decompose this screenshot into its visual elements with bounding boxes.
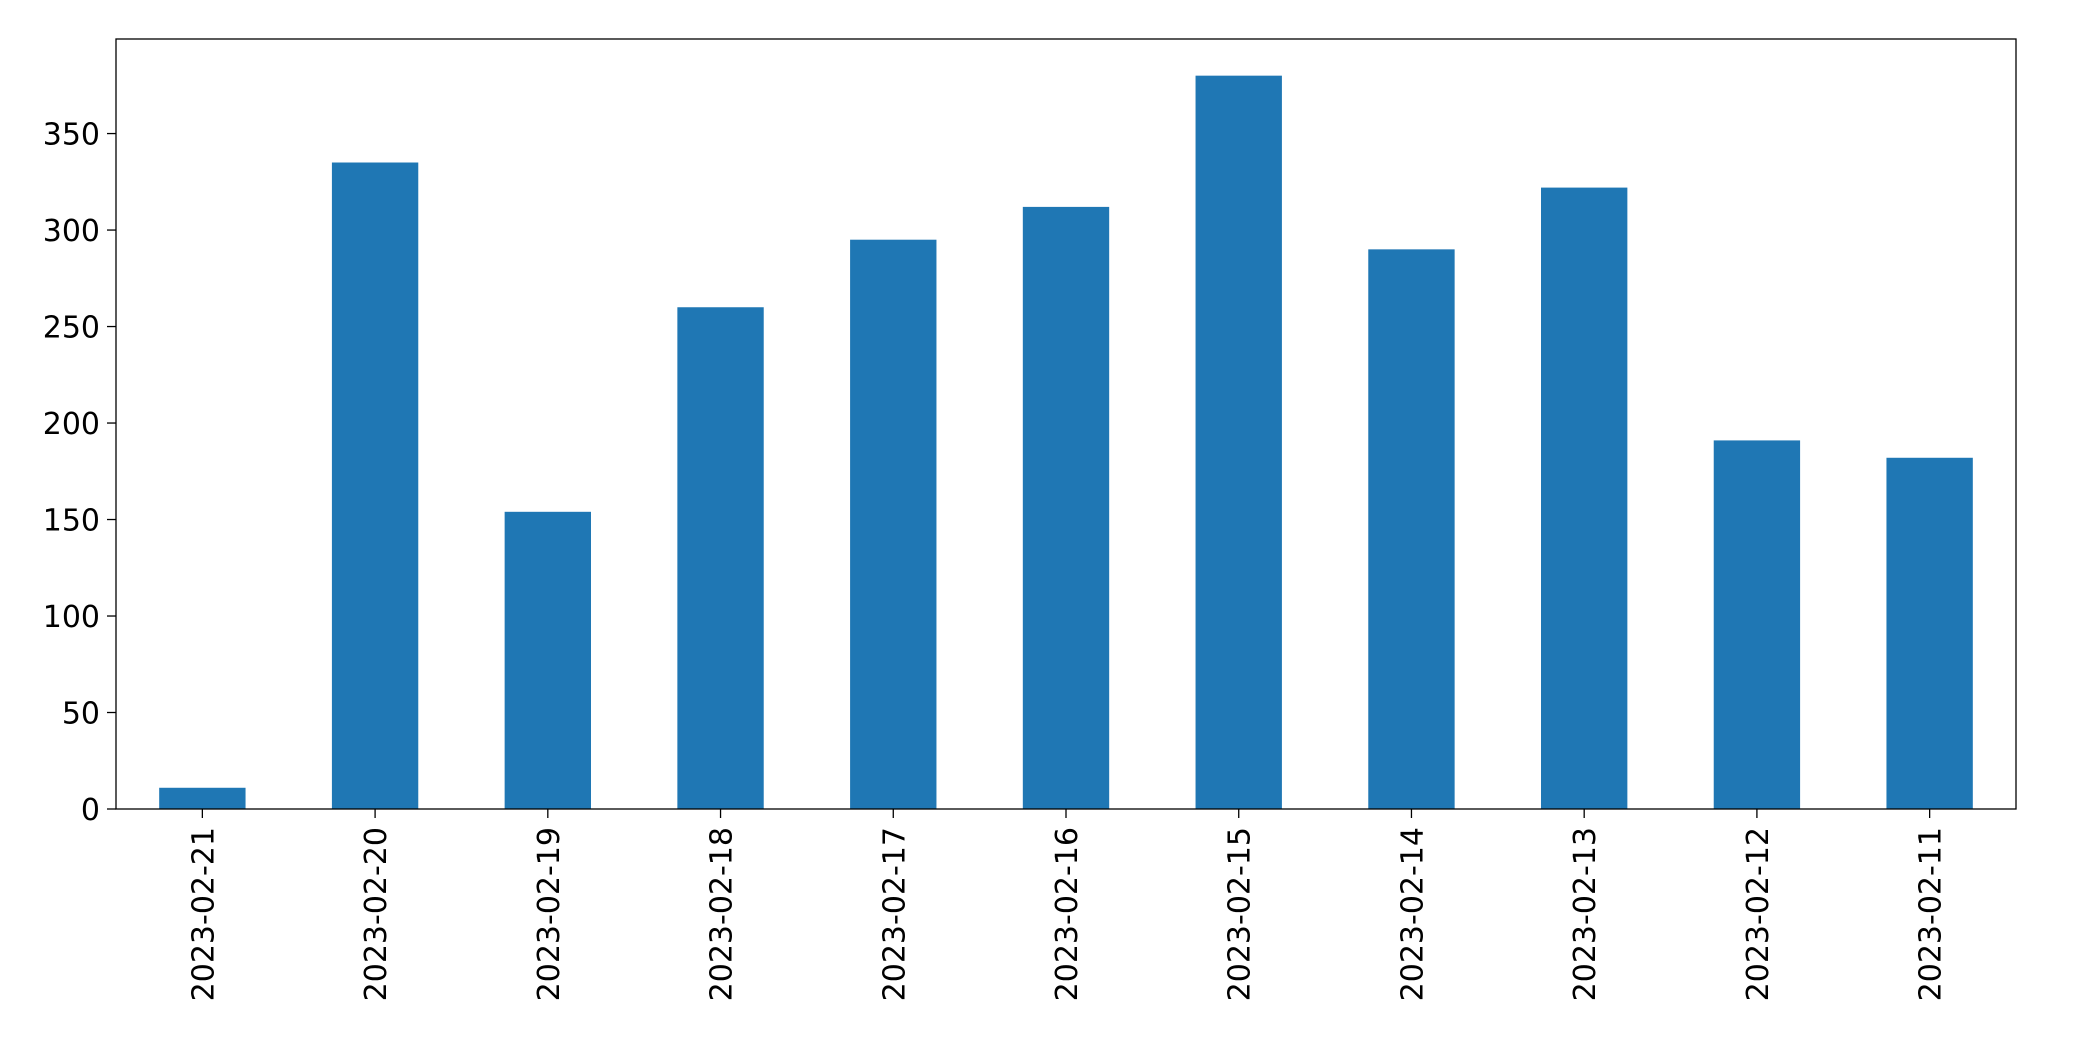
bar — [1195, 75, 1282, 809]
x-tick-label: 2023-02-17 — [877, 827, 912, 1001]
y-tick-label: 150 — [43, 504, 100, 539]
x-tick-label: 2023-02-11 — [1914, 827, 1949, 1001]
y-tick-label: 350 — [43, 118, 100, 153]
y-tick-label: 200 — [43, 407, 100, 442]
x-tick-label: 2023-02-14 — [1395, 827, 1430, 1001]
y-tick-label: 250 — [43, 311, 100, 346]
bar — [1886, 457, 1973, 809]
bar — [1541, 187, 1628, 809]
bar — [677, 307, 764, 809]
y-tick-label: 300 — [43, 214, 100, 249]
x-tick-label: 2023-02-21 — [186, 827, 221, 1001]
x-tick-label: 2023-02-18 — [705, 827, 740, 1001]
y-tick-label: 0 — [81, 793, 100, 828]
x-tick-label: 2023-02-15 — [1223, 827, 1258, 1001]
bar — [1713, 440, 1801, 809]
x-tick-label: 2023-02-19 — [532, 827, 567, 1001]
bar — [159, 787, 246, 809]
bar — [1368, 249, 1455, 809]
x-tick-label: 2023-02-13 — [1568, 827, 1603, 1001]
x-tick-label: 2023-02-12 — [1741, 827, 1776, 1001]
y-tick-label: 100 — [43, 600, 100, 635]
x-tick-label: 2023-02-16 — [1050, 827, 1085, 1001]
bar — [850, 239, 937, 809]
bar — [504, 511, 591, 809]
x-tick-label: 2023-02-20 — [359, 827, 394, 1001]
bar — [331, 162, 419, 809]
y-tick-label: 50 — [62, 697, 100, 732]
bar — [1022, 206, 1110, 810]
plot-frame — [115, 38, 2017, 810]
